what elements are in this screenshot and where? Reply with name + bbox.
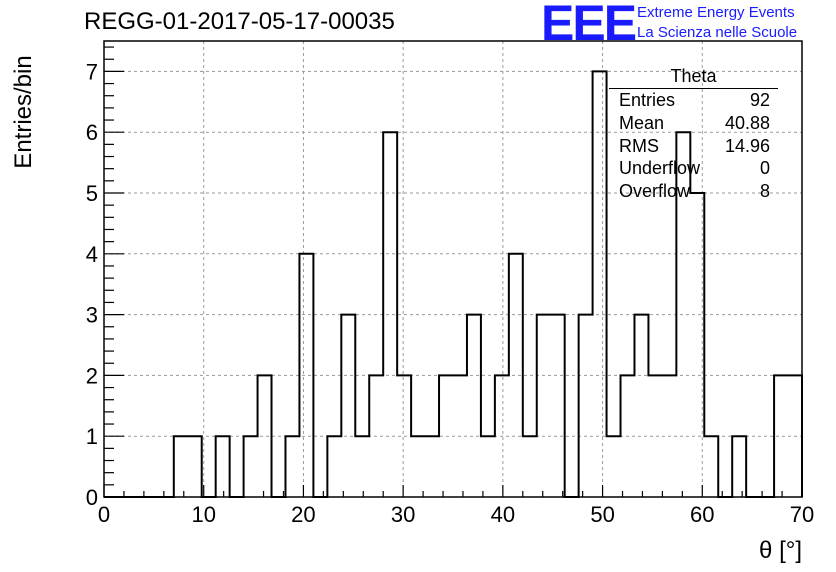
x-tick-label: 50 — [590, 502, 614, 527]
histogram-outline — [104, 70, 803, 498]
stats-label: Underflow — [619, 158, 701, 179]
stats-title: Theta — [609, 66, 778, 89]
stats-value: 14.96 — [724, 135, 770, 156]
y-tick-label: 6 — [86, 120, 98, 145]
y-tick-label: 1 — [86, 424, 98, 449]
x-tick-label: 0 — [98, 502, 110, 527]
chart-title: REGG-01-2017-05-17-00035 — [84, 8, 395, 35]
y-tick-labels: 0 1 2 3 4 5 6 7 — [86, 59, 98, 510]
y-tick-label: 4 — [86, 242, 98, 267]
stats-box: Theta Entries 92 Mean 40.88 RMS 14.96 Un… — [609, 66, 778, 203]
y-axis-label: Entries/bin — [10, 55, 37, 168]
x-tick-label: 40 — [491, 502, 515, 527]
stats-value: 0 — [759, 158, 770, 179]
stats-row-mean: Mean 40.88 — [609, 112, 778, 135]
stats-label: Mean — [619, 112, 665, 133]
x-tick-label: 70 — [790, 502, 814, 527]
y-tick-label: 3 — [86, 303, 98, 328]
stats-row-overflow: Overflow 8 — [609, 180, 778, 203]
y-tick-label: 7 — [86, 59, 98, 84]
stats-row-entries: Entries 92 — [609, 89, 778, 112]
logo-caption-1: Extreme Energy Events — [637, 4, 795, 21]
x-tick-label: 20 — [291, 502, 315, 527]
stats-value: 8 — [759, 181, 770, 202]
y-tick-label: 5 — [86, 181, 98, 206]
y-tick-label: 2 — [86, 363, 98, 388]
x-tick-label: 30 — [391, 502, 415, 527]
stats-label: Entries — [619, 90, 676, 110]
stats-row-underflow: Underflow 0 — [609, 157, 778, 180]
stats-label: RMS — [619, 135, 659, 156]
logo-caption-2: La Scienza nelle Scuole — [637, 24, 798, 41]
x-axis-label: θ [°] — [759, 537, 802, 564]
axis-ticks — [103, 46, 803, 498]
x-tick-labels: 0 10 20 30 40 50 60 70 — [98, 502, 814, 527]
y-tick-label: 0 — [86, 485, 98, 510]
stats-value: 40.88 — [724, 112, 770, 133]
stats-row-rms: RMS 14.96 — [609, 135, 778, 158]
stats-label: Overflow — [619, 181, 691, 202]
x-tick-label: 10 — [191, 502, 215, 527]
eee-logo: EEE — [541, 0, 637, 51]
stats-value: 92 — [749, 90, 770, 110]
x-tick-label: 60 — [690, 502, 714, 527]
plot-frame — [103, 40, 803, 498]
